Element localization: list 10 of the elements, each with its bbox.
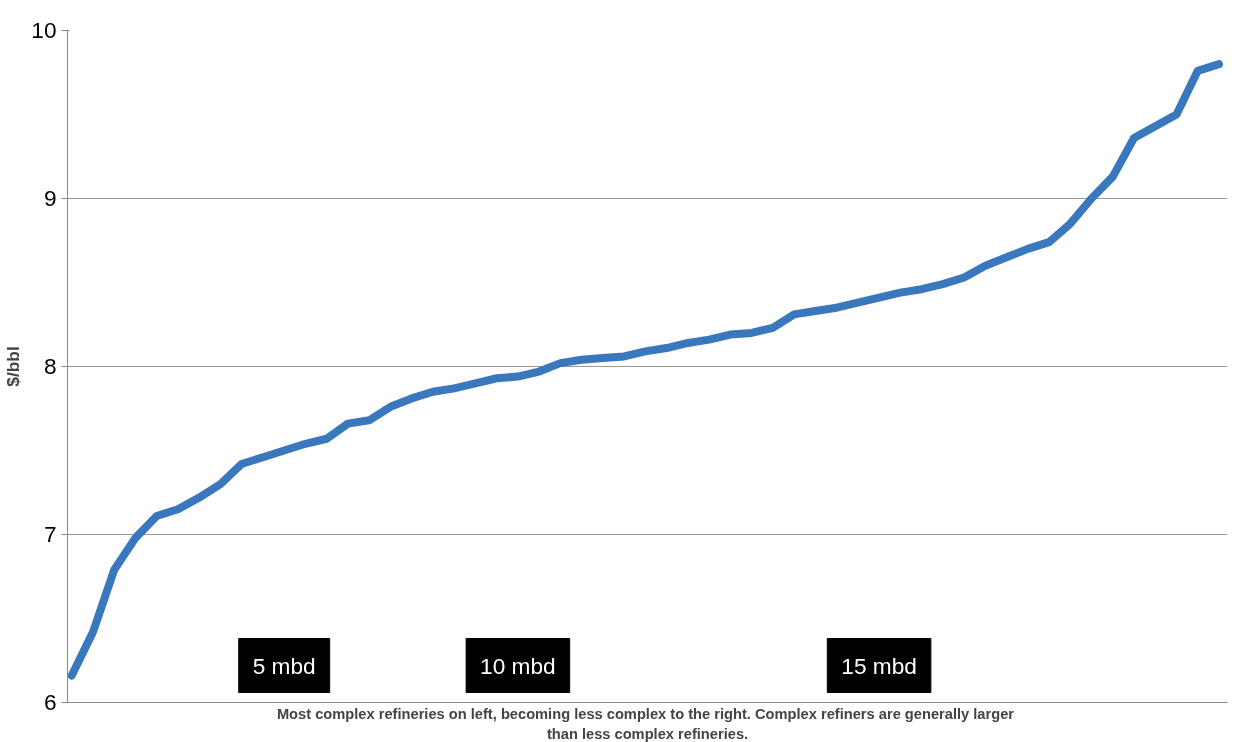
y-tick-label: 6 [43, 689, 57, 715]
text: Most complex refineries on left, becoming less complex to the right. Complex refiners are generally larger than less complex refineries. [276, 705, 1015, 742]
y-tick-label: 10 [31, 17, 57, 43]
x-tick-label: 5 mbd [252, 652, 316, 679]
y-axis-title: $/bbl [3, 346, 24, 387]
y-tick-label: 9 [43, 185, 57, 211]
y-tick-label: 8 [43, 353, 57, 379]
x-tick-label: 10 mbd [480, 652, 556, 679]
y-tick-label: 7 [43, 521, 57, 547]
x-tick-label: 15 mbd [841, 652, 917, 679]
